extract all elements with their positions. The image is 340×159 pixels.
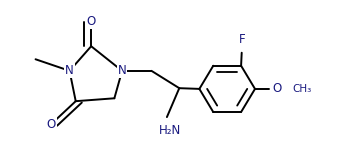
Text: O: O xyxy=(272,82,281,95)
Text: N: N xyxy=(65,64,74,77)
Text: O: O xyxy=(87,15,96,28)
Text: CH₃: CH₃ xyxy=(292,84,311,94)
Text: O: O xyxy=(46,118,56,131)
Text: N: N xyxy=(118,64,126,77)
Text: F: F xyxy=(238,32,245,45)
Text: H₂N: H₂N xyxy=(159,124,181,137)
